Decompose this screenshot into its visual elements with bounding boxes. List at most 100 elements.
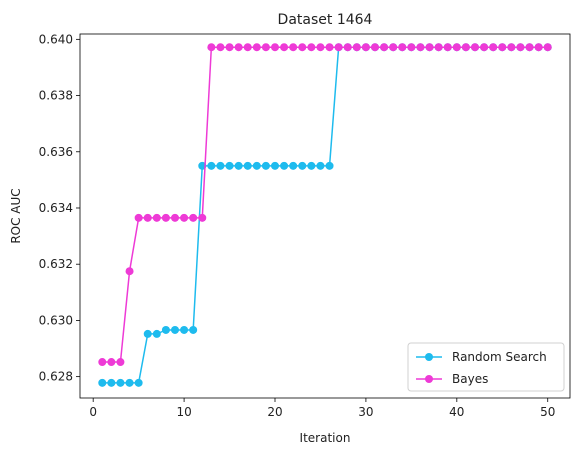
data-point: [425, 43, 434, 52]
axes: 0 10 20 30 40 50 0.628 0.630 0.632 0.634 0.636 0.63…: [39, 32, 571, 419]
data-point: [216, 161, 225, 170]
data-point: [216, 43, 225, 52]
axes-frame: [79, 33, 571, 399]
data-point: [280, 43, 289, 52]
data-point: [271, 43, 279, 52]
data-point: [243, 161, 252, 170]
chart-title: Dataset 1464: [278, 12, 373, 28]
y-tick-label: 0.632: [39, 257, 73, 271]
data-point: [243, 43, 252, 52]
data-point: [343, 43, 352, 52]
data-point: [398, 43, 407, 52]
data-point: [180, 325, 189, 334]
x-tick-label: 50: [540, 405, 555, 419]
legend: Random Search Bayes: [407, 342, 565, 392]
data-point: [134, 378, 143, 387]
series-line-0: [102, 46, 548, 384]
data-point: [261, 43, 270, 52]
data-point: [461, 43, 470, 52]
data-point: [480, 43, 489, 52]
x-axis-label: Iteration: [300, 431, 351, 445]
y-tick-label: 0.628: [39, 370, 73, 384]
data-point: [161, 213, 170, 222]
legend-label: Bayes: [452, 372, 488, 386]
y-tick-label: 0.640: [39, 32, 73, 46]
x-tick-label: 30: [358, 405, 373, 419]
y-tick-label: 0.630: [39, 313, 73, 327]
data-point: [261, 161, 270, 170]
data-point: [189, 213, 198, 222]
legend-marker: [425, 353, 433, 361]
data-point: [289, 43, 298, 52]
data-point: [507, 43, 516, 52]
data-point: [271, 161, 279, 170]
data-point: [280, 161, 289, 170]
data-point: [171, 325, 179, 334]
data-point: [543, 43, 552, 52]
legend-marker: [425, 375, 433, 383]
data-point: [289, 161, 298, 170]
x-tick-label: 10: [176, 405, 191, 419]
data-point: [307, 161, 316, 170]
data-point: [252, 43, 261, 52]
data-point: [416, 43, 425, 52]
data-point: [143, 329, 152, 338]
data-point: [125, 267, 134, 276]
legend-box: [407, 342, 565, 392]
data-point: [361, 43, 370, 52]
data-point: [107, 378, 116, 387]
data-point: [316, 43, 325, 52]
data-point: [516, 43, 525, 52]
x-tick-label: 20: [267, 405, 282, 419]
data-point: [234, 161, 243, 170]
data-point: [489, 43, 498, 52]
data-point: [380, 43, 389, 52]
y-tick-label: 0.638: [39, 89, 73, 103]
data-point: [452, 43, 461, 52]
data-point: [125, 378, 134, 387]
data-point: [225, 161, 234, 170]
x-tick-label: 40: [449, 405, 464, 419]
data-point: [198, 213, 207, 222]
legend-label: Random Search: [452, 350, 547, 364]
data-point: [498, 43, 507, 52]
data-point: [298, 161, 307, 170]
data-point: [143, 213, 152, 222]
data-point: [152, 213, 161, 222]
data-point: [525, 43, 534, 52]
data-point: [98, 358, 107, 367]
data-point: [180, 213, 189, 222]
data-point: [325, 43, 334, 52]
y-tick-label: 0.636: [39, 145, 73, 159]
data-point: [252, 161, 261, 170]
data-point: [98, 378, 107, 387]
data-point: [443, 43, 452, 52]
data-point: [234, 43, 243, 52]
data-point: [152, 329, 161, 338]
data-point: [307, 43, 316, 52]
data-point: [434, 43, 443, 52]
data-point: [134, 213, 143, 222]
data-point: [116, 358, 125, 367]
y-axis-label: ROC AUC: [9, 188, 23, 243]
data-point: [371, 43, 379, 52]
data-point: [116, 378, 125, 387]
data-point: [334, 43, 343, 52]
plot-area: [98, 43, 552, 387]
data-point: [325, 161, 334, 170]
data-point: [534, 43, 543, 52]
data-point: [389, 43, 398, 52]
x-tick-label: 0: [89, 405, 97, 419]
series-line-1: [102, 46, 548, 363]
data-point: [471, 43, 479, 52]
data-point: [316, 161, 325, 170]
y-tick-label: 0.634: [39, 201, 73, 215]
data-point: [207, 43, 216, 52]
data-point: [407, 43, 416, 52]
data-point: [189, 325, 198, 334]
data-point: [298, 43, 307, 52]
data-point: [171, 213, 179, 222]
data-point: [161, 325, 170, 334]
data-point: [207, 161, 216, 170]
